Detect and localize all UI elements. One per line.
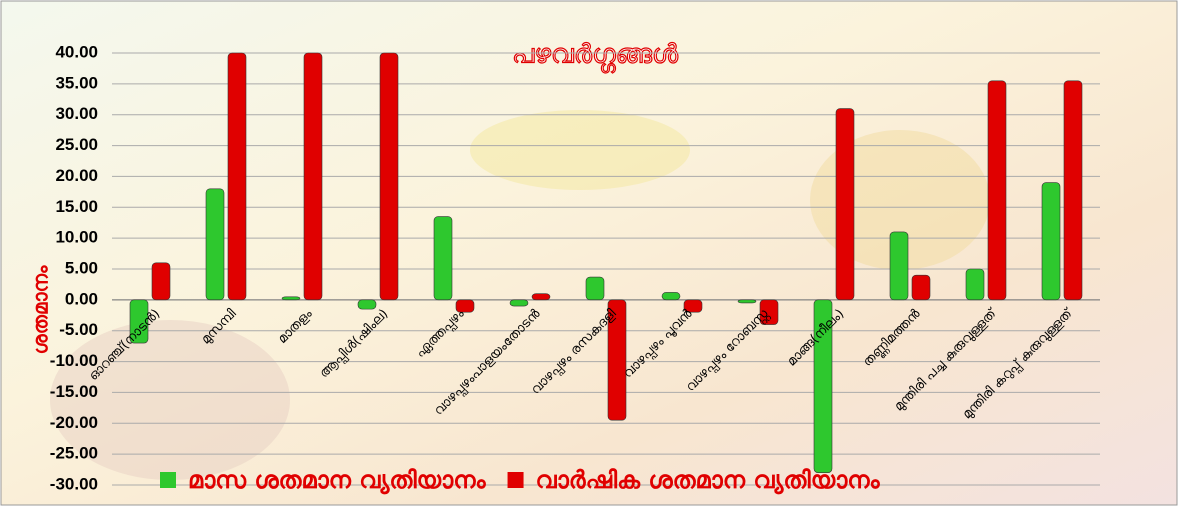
decoration xyxy=(50,320,290,480)
bar xyxy=(1041,182,1061,301)
bar xyxy=(661,292,681,301)
bar xyxy=(531,293,551,301)
y-tick-label: 15.00 xyxy=(55,197,98,216)
bar xyxy=(737,299,757,304)
y-tick-label: 5.00 xyxy=(65,258,98,277)
bar xyxy=(835,108,855,301)
legend-swatch xyxy=(507,472,524,488)
bar xyxy=(509,299,529,307)
y-tick-label: -10.00 xyxy=(50,351,98,370)
y-tick-label: 35.00 xyxy=(55,73,98,92)
bar xyxy=(1063,80,1083,301)
bar xyxy=(281,296,301,301)
bar xyxy=(205,188,225,301)
bar xyxy=(965,268,985,301)
bar xyxy=(455,299,475,313)
bar xyxy=(129,299,149,344)
y-tick-label: -30.00 xyxy=(50,474,98,493)
y-tick-label: 10.00 xyxy=(55,228,98,247)
y-tick-label: 0.00 xyxy=(65,289,98,308)
legend-label: മാസ ശതമാന വ്യതിയാനം xyxy=(188,466,486,495)
y-tick-label: -25.00 xyxy=(50,444,98,463)
decoration xyxy=(470,110,690,190)
chart-title: പഴവർഗ്ഗങ്ങൾ xyxy=(512,40,679,74)
y-tick-label: 30.00 xyxy=(55,104,98,123)
bar xyxy=(357,299,377,310)
bar xyxy=(889,231,909,301)
bar xyxy=(759,299,779,325)
y-tick-label: -5.00 xyxy=(59,320,98,339)
bar xyxy=(987,80,1007,301)
bar xyxy=(683,299,703,313)
bar xyxy=(379,52,399,301)
legend-label: വാർഷിക ശതമാന വ്യതിയാനം xyxy=(536,466,881,495)
bar xyxy=(585,276,605,301)
bar xyxy=(911,274,931,301)
bar xyxy=(303,52,323,301)
y-tick-label: 20.00 xyxy=(55,166,98,185)
decoration xyxy=(810,130,990,270)
y-tick-label: -20.00 xyxy=(50,413,98,432)
bar xyxy=(433,216,453,301)
bar xyxy=(151,262,171,301)
legend-swatch xyxy=(160,472,176,488)
y-tick-label: 40.00 xyxy=(55,42,98,61)
y-axis-label: ശതമാനം xyxy=(29,265,53,354)
y-tick-label: -15.00 xyxy=(50,382,98,401)
bar xyxy=(227,52,247,301)
y-tick-label: 25.00 xyxy=(55,135,98,154)
bar xyxy=(607,299,627,421)
bar xyxy=(813,299,833,473)
